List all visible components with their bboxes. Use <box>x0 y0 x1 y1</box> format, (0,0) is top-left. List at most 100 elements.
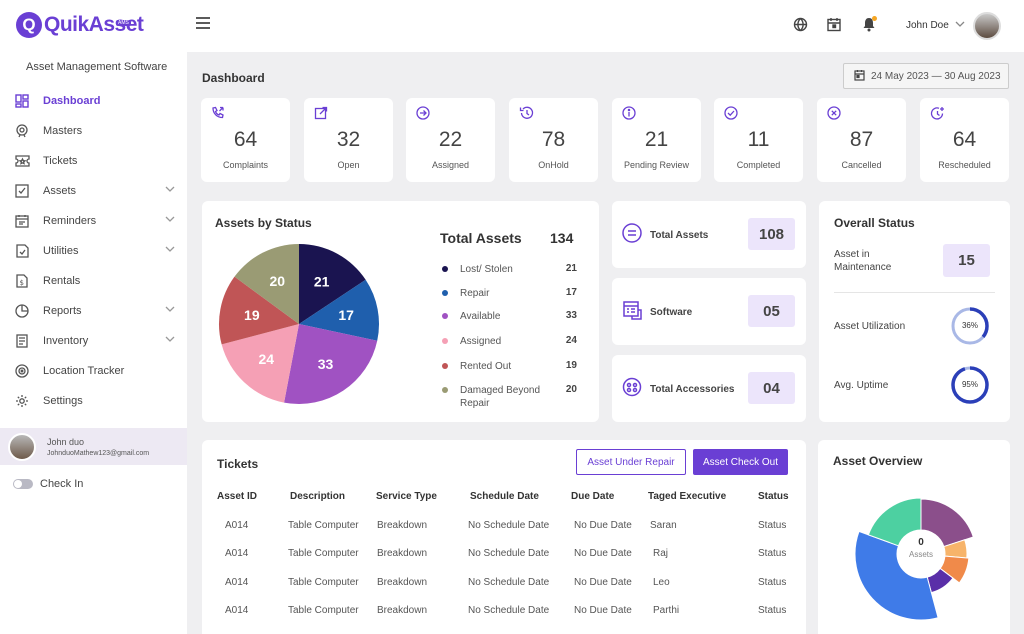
cell-status[interactable]: Status <box>758 520 787 531</box>
total-assets-card[interactable]: Total Assets 108 <box>612 201 806 268</box>
menu-icon[interactable] <box>195 16 211 33</box>
sidebar-item-reminders[interactable]: Reminders <box>0 206 187 236</box>
stat-label: Complaints <box>222 160 269 170</box>
utilities-icon <box>14 243 30 259</box>
equals-circle-icon <box>622 223 642 246</box>
chevron-down-icon[interactable] <box>165 244 175 256</box>
legend-label: Assigned <box>460 336 502 347</box>
chevron-down-icon[interactable] <box>165 334 175 346</box>
sidebar-item-location-tracker[interactable]: Location Tracker <box>0 356 187 386</box>
brand-logo[interactable]: Q QuikAsset <box>16 12 144 38</box>
open-external-icon <box>314 106 328 123</box>
legend-item: Lost/ Stolen 21 <box>442 263 577 276</box>
sidebar-item-rentals[interactable]: $ Rentals <box>0 266 187 296</box>
check-in-toggle[interactable]: Check In <box>13 478 83 490</box>
overview-center-value: 0 <box>918 537 924 548</box>
logo-mark: Q <box>16 12 42 38</box>
chevron-down-icon[interactable] <box>165 214 175 226</box>
stat-card-cancelled[interactable]: 87 Cancelled <box>817 98 906 182</box>
stat-card-open[interactable]: 32 Open <box>304 98 393 182</box>
stat-card-pending-review[interactable]: 21 Pending Review <box>612 98 701 182</box>
globe-icon[interactable] <box>793 17 808 35</box>
asset-check-out-button[interactable]: Asset Check Out <box>693 449 788 475</box>
page-title: Dashboard <box>202 71 265 85</box>
asset-under-repair-button[interactable]: Asset Under Repair <box>576 449 686 475</box>
sidebar-item-utilities[interactable]: Utilities <box>0 236 187 266</box>
cell-due-date: No Due Date <box>574 520 632 531</box>
cell-status[interactable]: Status <box>758 548 787 559</box>
uptime-ring <box>951 366 989 404</box>
legend-value: 24 <box>565 335 577 346</box>
legend-value: 17 <box>565 287 577 298</box>
cell-status[interactable]: Status <box>758 605 787 616</box>
cell-description: Table Computer <box>288 605 359 616</box>
pie-slice[interactable] <box>221 324 299 403</box>
chevron-down-icon[interactable] <box>955 19 965 31</box>
column-header: Due Date <box>571 491 615 502</box>
pie-slice[interactable] <box>219 276 299 345</box>
column-header: Description <box>290 491 346 502</box>
sidebar-item-masters[interactable]: Masters <box>0 116 187 146</box>
column-header: Asset ID <box>217 491 258 502</box>
cell-due-date: No Due Date <box>574 577 632 588</box>
header-avatar[interactable] <box>973 12 1001 40</box>
sidebar-item-settings[interactable]: Settings <box>0 386 187 416</box>
total-assets-label: Total Assets <box>440 230 522 246</box>
pie-slice[interactable] <box>284 324 378 404</box>
chevron-down-icon[interactable] <box>165 184 175 196</box>
stat-card-complaints[interactable]: 64 Complaints <box>201 98 290 182</box>
cell-service-type: Breakdown <box>377 520 428 531</box>
pie-slice[interactable] <box>299 244 366 324</box>
sidebar-item-label: Inventory <box>43 335 89 347</box>
maintenance-value: 15 <box>943 244 990 277</box>
legend-swatch <box>442 338 448 344</box>
legend-swatch <box>442 290 448 296</box>
calendar-icon[interactable] <box>827 17 841 35</box>
pie-slice-label: 17 <box>338 307 354 323</box>
stat-card-assigned[interactable]: 22 Assigned <box>406 98 495 182</box>
cell-executive: Leo <box>653 577 670 588</box>
stat-card-onhold[interactable]: 78 OnHold <box>509 98 598 182</box>
toggle-switch[interactable] <box>13 479 33 489</box>
cell-status[interactable]: Status <box>758 577 787 588</box>
date-range-text: 24 May 2023 — 30 Aug 2023 <box>871 70 1001 82</box>
sidebar-item-inventory[interactable]: Inventory <box>0 326 187 356</box>
card-title: Asset Overview <box>833 454 923 468</box>
cell-executive: Raj <box>653 548 669 559</box>
pie-slice[interactable] <box>299 279 379 341</box>
stat-label: Completed <box>736 160 781 170</box>
brand-tagline: Asset Management Software <box>26 61 168 73</box>
utilization-label: Asset Utilization <box>834 321 906 332</box>
sidebar-item-tickets[interactable]: Tickets <box>0 146 187 176</box>
settings-icon <box>14 393 30 409</box>
software-card[interactable]: Software 05 <box>612 278 806 345</box>
sidebar-user-card[interactable]: John duo JohnduoMathew123@gmail.com <box>0 428 187 465</box>
total-label: Total Accessories <box>650 384 735 395</box>
arrow-circle-icon <box>416 106 430 123</box>
cell-service-type: Breakdown <box>377 577 428 588</box>
total-value: 04 <box>748 372 795 404</box>
stat-label: OnHold <box>538 160 569 170</box>
legend-swatch <box>442 387 448 393</box>
sidebar-item-label: Settings <box>43 395 83 407</box>
reports-icon <box>14 303 30 319</box>
sidebar-item-assets[interactable]: Assets <box>0 176 187 206</box>
masters-icon <box>14 123 30 139</box>
stat-card-completed[interactable]: 11 Completed <box>714 98 803 182</box>
header-user-name[interactable]: John Doe <box>906 20 949 31</box>
chevron-down-icon[interactable] <box>165 304 175 316</box>
legend-item: Rented Out 19 <box>442 360 577 373</box>
ring-progress <box>951 307 989 345</box>
pie-slice[interactable] <box>234 244 299 324</box>
bell-icon[interactable] <box>862 17 876 35</box>
sidebar-item-reports[interactable]: Reports <box>0 296 187 326</box>
stat-label: Pending Review <box>623 160 690 170</box>
sidebar-item-dashboard[interactable]: Dashboard <box>0 86 187 116</box>
legend-item: Damaged Beyond Repair 20 <box>442 384 577 410</box>
total-accessories-card[interactable]: Total Accessories 04 <box>612 355 806 422</box>
date-range-picker[interactable]: 24 May 2023 — 30 Aug 2023 <box>843 63 1009 89</box>
legend-swatch <box>442 266 448 272</box>
sidebar-item-label: Reminders <box>43 215 97 227</box>
stat-card-rescheduled[interactable]: 64 Rescheduled <box>920 98 1009 182</box>
svg-text:$: $ <box>20 279 24 287</box>
